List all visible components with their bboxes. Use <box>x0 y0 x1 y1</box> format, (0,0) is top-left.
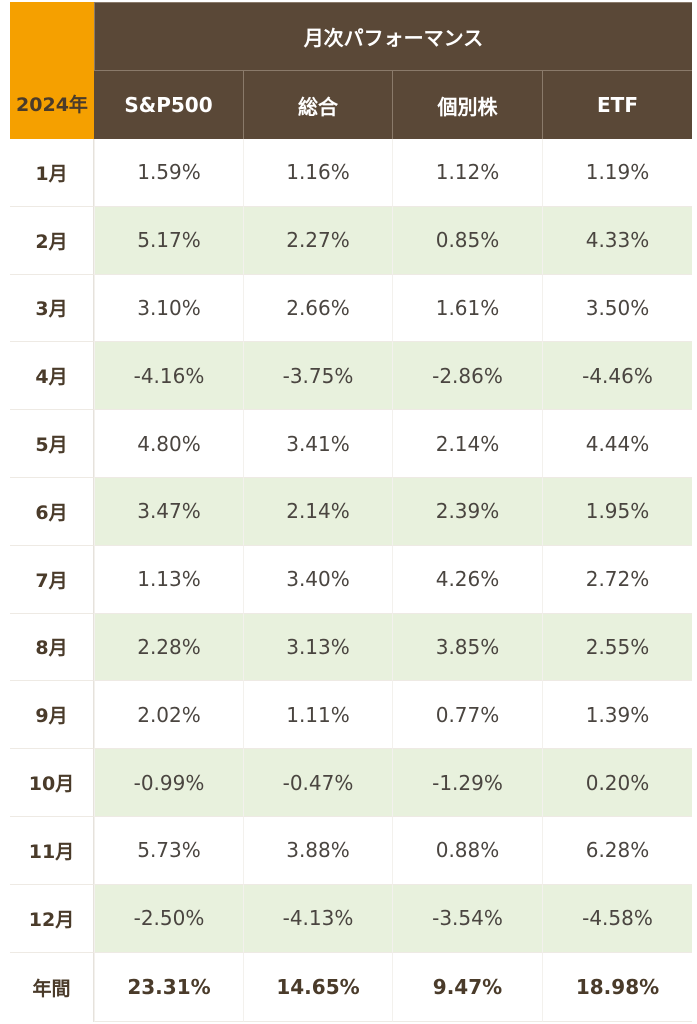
table-cell: 1.39% <box>542 681 692 750</box>
month-label: 5月 <box>10 410 94 478</box>
table-cell: 3.10% <box>94 274 243 343</box>
month-label: 9月 <box>10 681 94 750</box>
annual-total-cell: 18.98% <box>542 952 692 1022</box>
table-cell: 2.66% <box>243 274 392 343</box>
table-cell: 1.59% <box>94 139 243 207</box>
table-cell: 4.26% <box>392 545 542 614</box>
table-cell: -0.47% <box>243 749 392 817</box>
table-cell: 2.39% <box>392 477 542 546</box>
table-cell: -1.29% <box>392 749 542 817</box>
table-cell: 2.02% <box>94 681 243 750</box>
table-cell: -4.46% <box>542 342 692 411</box>
table-cell: 2.72% <box>542 545 692 614</box>
table-cell: 1.95% <box>542 477 692 546</box>
table-cell: -0.99% <box>94 749 243 817</box>
annual-total-cell: 9.47% <box>392 952 542 1022</box>
table-cell: -3.54% <box>392 884 542 953</box>
month-label: 3月 <box>10 274 94 343</box>
table-cell: -2.50% <box>94 884 243 953</box>
year-label: 2024年 <box>10 2 94 139</box>
table-cell: 3.47% <box>94 477 243 546</box>
table-cell: -3.75% <box>243 342 392 411</box>
table-cell: 1.11% <box>243 681 392 750</box>
table-cell: 5.17% <box>94 206 243 275</box>
column-header-individual-stocks: 個別株 <box>392 70 542 139</box>
group-header: 月次パフォーマンス <box>94 2 692 70</box>
table-cell: 1.61% <box>392 274 542 343</box>
table-cell: 0.88% <box>392 816 542 885</box>
table-cell: 1.16% <box>243 139 392 207</box>
month-label: 4月 <box>10 342 94 411</box>
table-cell: 4.80% <box>94 410 243 478</box>
month-label: 7月 <box>10 545 94 614</box>
month-label: 2月 <box>10 206 94 275</box>
table-cell: 2.14% <box>392 410 542 478</box>
table-cell: 1.19% <box>542 139 692 207</box>
month-label: 10月 <box>10 749 94 817</box>
table-cell: 0.20% <box>542 749 692 817</box>
table-cell: 0.85% <box>392 206 542 275</box>
column-header-sp500: S&P500 <box>94 70 243 139</box>
table-cell: 3.50% <box>542 274 692 343</box>
table-cell: -4.16% <box>94 342 243 411</box>
table-cell: 1.12% <box>392 139 542 207</box>
month-label: 12月 <box>10 884 94 953</box>
table-cell: -4.13% <box>243 884 392 953</box>
table-cell: 3.88% <box>243 816 392 885</box>
month-label: 8月 <box>10 613 94 682</box>
monthly-performance-table: 2024年 月次パフォーマンス S&P500 総合 個別株 ETF 1月 1.59… <box>10 2 692 1022</box>
month-label: 11月 <box>10 816 94 885</box>
annual-total-cell: 23.31% <box>94 952 243 1022</box>
column-header-total: 総合 <box>243 70 392 139</box>
month-label: 6月 <box>10 477 94 546</box>
table-cell: 4.44% <box>542 410 692 478</box>
table-cell: 3.85% <box>392 613 542 682</box>
table-cell: 4.33% <box>542 206 692 275</box>
table-cell: 6.28% <box>542 816 692 885</box>
table-cell: 3.40% <box>243 545 392 614</box>
table-cell: 2.28% <box>94 613 243 682</box>
table-cell: 3.41% <box>243 410 392 478</box>
annual-label: 年間 <box>10 952 94 1022</box>
table-cell: -4.58% <box>542 884 692 953</box>
table-cell: 5.73% <box>94 816 243 885</box>
column-header-etf: ETF <box>542 70 692 139</box>
month-label: 1月 <box>10 139 94 207</box>
table-cell: 1.13% <box>94 545 243 614</box>
table-cell: 2.55% <box>542 613 692 682</box>
table-cell: 2.14% <box>243 477 392 546</box>
table-cell: 0.77% <box>392 681 542 750</box>
table-cell: -2.86% <box>392 342 542 411</box>
table-cell: 3.13% <box>243 613 392 682</box>
annual-total-cell: 14.65% <box>243 952 392 1022</box>
table-cell: 2.27% <box>243 206 392 275</box>
